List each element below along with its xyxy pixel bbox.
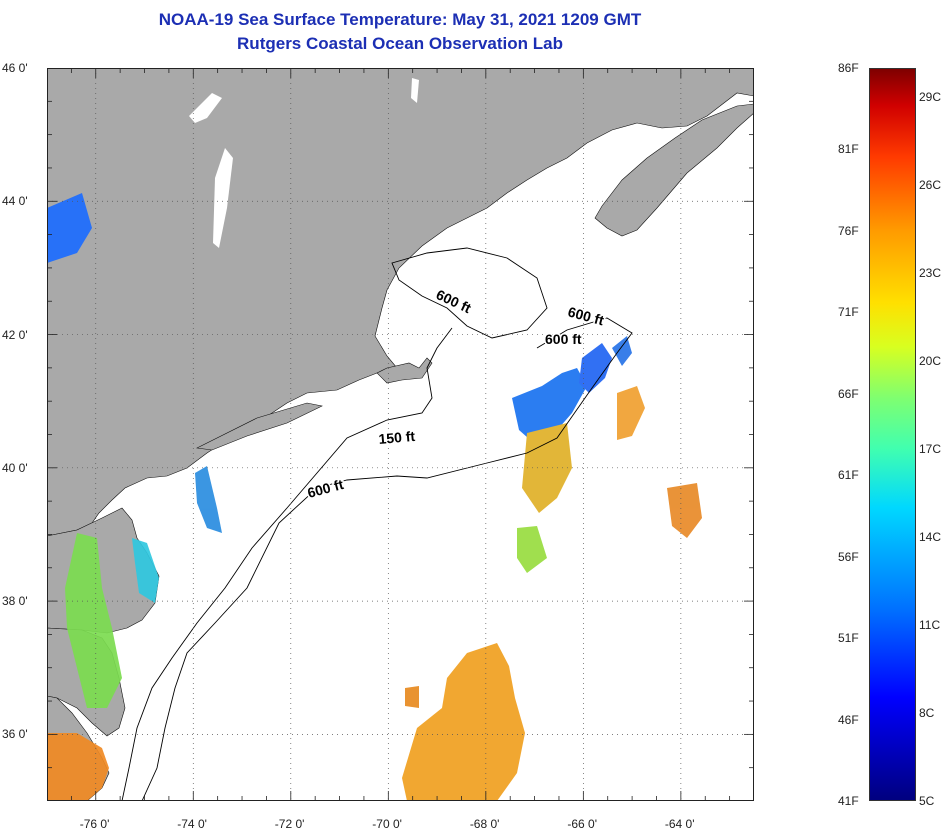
colorbar-f-label: 81F (838, 142, 859, 157)
longitude-label: -66 0' (567, 817, 597, 831)
colorbar-f-label: 61F (838, 468, 859, 483)
colorbar-f-label: 86F (838, 61, 859, 75)
latitude-label: 42 0' (2, 327, 28, 342)
sst-patch-offshore (617, 386, 645, 440)
lake-shape (411, 78, 419, 103)
lake-shape (213, 148, 233, 248)
colorbar-c-label: 26C (919, 178, 942, 193)
land-cape-cod (376, 357, 433, 384)
longitude-label: -72 0' (274, 817, 305, 831)
colorbar-c-label: 11C (919, 618, 941, 633)
sst-patch-warm-ring (405, 686, 419, 708)
sst-patch-ny-bight (195, 466, 222, 533)
sst-patches (47, 193, 702, 801)
colorbar-f-label: 71F (838, 305, 859, 320)
sst-patch-gulf-stream (402, 643, 525, 801)
isobath-150ft (121, 327, 453, 801)
colorbar-c-label: 17C (919, 442, 942, 457)
latitude-label: 40 0' (2, 460, 28, 475)
colorbar-c-label: 5C (919, 794, 935, 808)
longitude-label: -70 0' (372, 817, 402, 831)
latitude-label: 44 0' (2, 194, 28, 209)
sst-patch-scotian-shelf (612, 336, 632, 366)
lake-shape (189, 93, 222, 123)
sst-patch-nj-coast (132, 538, 159, 603)
colorbar-c-label: 14C (919, 530, 942, 545)
map-subtitle: Rutgers Coastal Ocean Observation Lab (237, 34, 563, 53)
contour-label: 150 ft (378, 428, 416, 447)
colorbar-f-label: 46F (838, 712, 859, 727)
contour-label: 600 ft (545, 331, 582, 347)
isobath-600ft (141, 317, 633, 801)
isobaths (121, 247, 633, 801)
sst-patch-georges-bank (579, 343, 612, 393)
graticule (47, 68, 754, 801)
sst-patch-pamlico (47, 733, 109, 801)
latitude-label: 46 0' (2, 61, 28, 75)
colorbar-f-label: 56F (838, 549, 859, 564)
colorbar-c-label: 29C (919, 90, 942, 105)
colorbar-c-label: 8C (919, 706, 935, 721)
longitude-label: -64 0' (664, 817, 695, 831)
map-title: NOAA-19 Sea Surface Temperature: May 31,… (158, 10, 642, 29)
isobath-gulf-basin (391, 247, 548, 339)
colorbar-c-label: 20C (919, 354, 942, 369)
colorbar (869, 68, 916, 801)
sst-patch-gulf-of-maine (512, 368, 587, 446)
sst-patch-offshore (667, 483, 702, 538)
sst-patch-chesapeake (65, 533, 122, 708)
latitude-label: 36 0' (2, 727, 28, 742)
colorbar-f-label: 41F (838, 794, 859, 808)
latitude-label: 38 0' (2, 594, 28, 609)
map-frame (47, 68, 754, 801)
colorbar-c-label: 23C (919, 266, 942, 281)
land-long-island (195, 402, 323, 451)
colorbar-f-label: 76F (838, 223, 859, 238)
sst-patch-lake-ontario (47, 193, 92, 263)
longitude-label: -68 0' (469, 817, 500, 831)
longitude-label: -76 0' (79, 817, 110, 831)
colorbar-f-label: 66F (838, 386, 859, 401)
colorbar-f-label: 51F (838, 631, 859, 646)
land-nova-scotia (594, 103, 754, 237)
longitude-label: -74 0' (177, 817, 207, 831)
sst-patch-slope-water (517, 526, 547, 573)
